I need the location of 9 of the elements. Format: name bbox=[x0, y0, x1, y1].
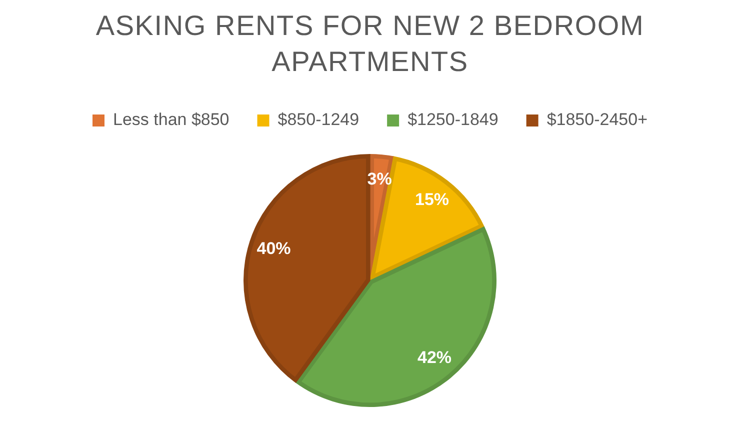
legend-label: Less than $850 bbox=[113, 110, 230, 130]
data-label: 3% bbox=[367, 169, 392, 188]
legend-label: $1250-1849 bbox=[408, 110, 498, 130]
chart-title: ASKING RENTS FOR NEW 2 BEDROOM APARTMENTS bbox=[94, 9, 646, 79]
data-label: 42% bbox=[417, 348, 452, 368]
legend-label: $850-1249 bbox=[278, 110, 360, 130]
data-label: 15% bbox=[415, 190, 450, 210]
data-label: 40% bbox=[256, 238, 291, 258]
legend-label: $1850-2450+ bbox=[546, 110, 648, 130]
